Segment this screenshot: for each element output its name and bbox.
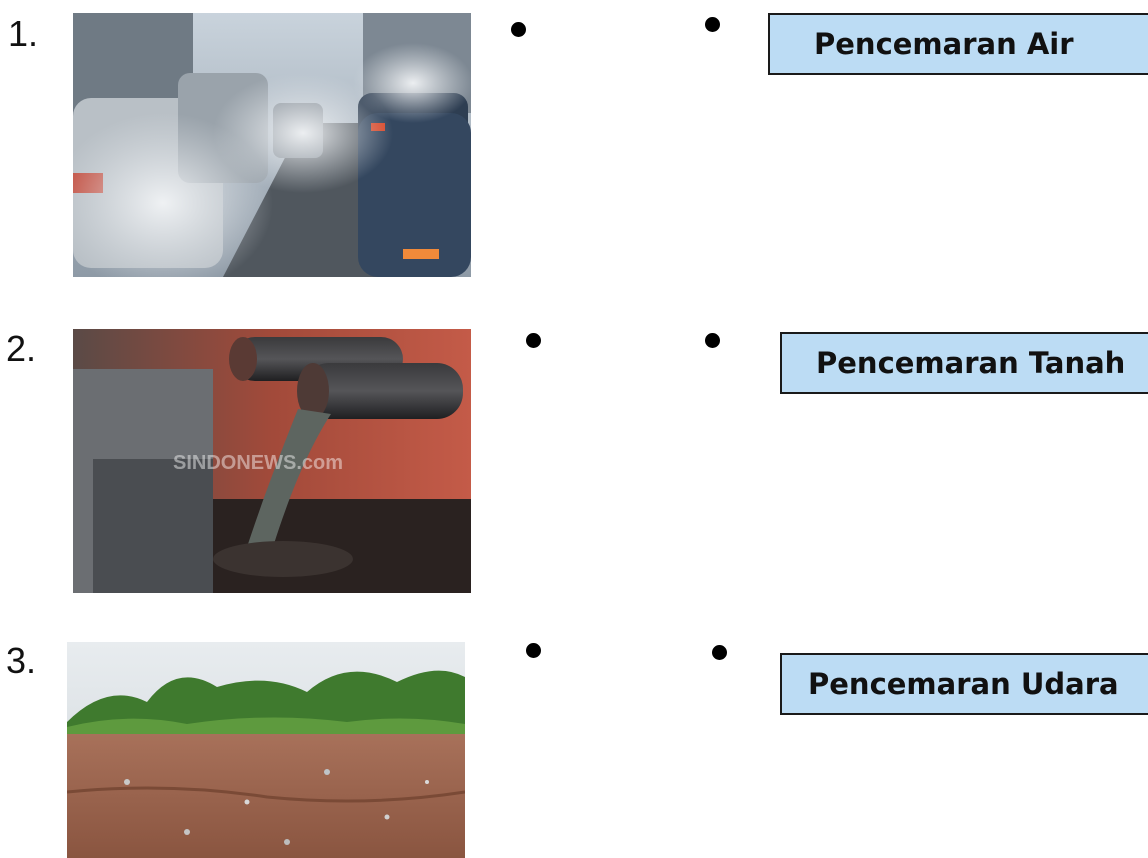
photo-watermark: SINDONEWS.com [173, 452, 343, 474]
item-number-1: 1. [8, 13, 39, 54]
polluted-soil-photo [67, 642, 465, 858]
item-1-connector-dot[interactable] [511, 22, 526, 37]
item-number-2: 2. [6, 328, 37, 369]
item-number-3: 3. [6, 640, 37, 681]
sewage-pipe-photo: SINDONEWS.com [73, 329, 471, 593]
answer-pencemaran-udara[interactable]: Pencemaran Udara [780, 653, 1148, 715]
answer-3-connector-dot[interactable] [712, 645, 727, 660]
item-3-connector-dot[interactable] [526, 643, 541, 658]
answer-1-connector-dot[interactable] [705, 17, 720, 32]
traffic-exhaust-photo [73, 13, 471, 277]
item-2-connector-dot[interactable] [526, 333, 541, 348]
answer-2-connector-dot[interactable] [705, 333, 720, 348]
answer-pencemaran-air[interactable]: Pencemaran Air [768, 13, 1148, 75]
answer-pencemaran-tanah[interactable]: Pencemaran Tanah [780, 332, 1148, 394]
